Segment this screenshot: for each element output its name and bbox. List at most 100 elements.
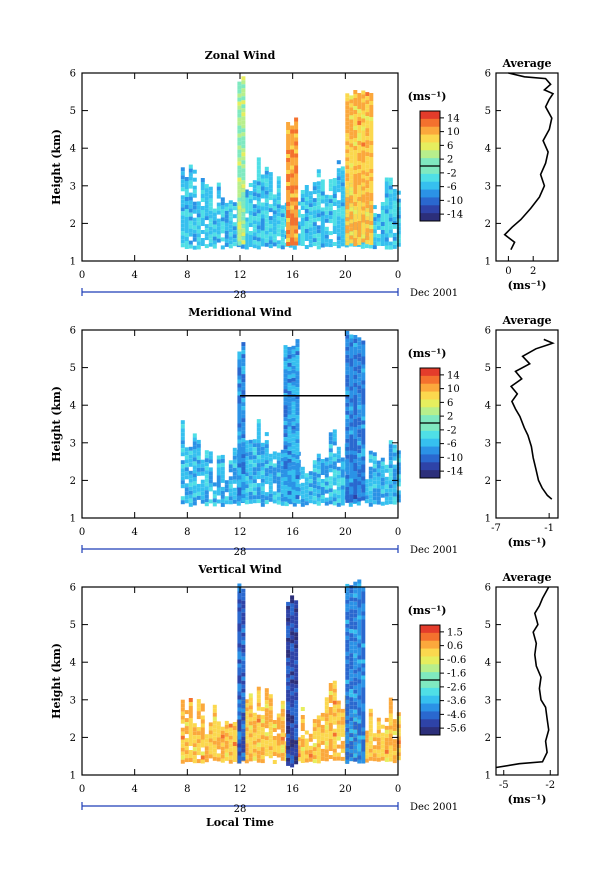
heatmap-cell <box>286 673 291 678</box>
heatmap-cell <box>340 477 345 482</box>
heatmap-cell <box>392 727 397 732</box>
heatmap-cell <box>300 226 305 230</box>
heatmap-cell <box>380 724 385 729</box>
heatmap-cell <box>241 426 246 431</box>
heatmap-cell <box>280 209 285 214</box>
heatmap-cell <box>237 125 242 130</box>
heatmap-cell <box>237 193 242 198</box>
heatmap-cell <box>295 351 300 356</box>
heatmap-cell <box>244 245 249 250</box>
heatmap-cell <box>248 753 253 758</box>
colorbar-segment <box>420 181 440 190</box>
heatmap-cell <box>353 459 358 463</box>
heatmap-cell <box>241 450 246 455</box>
heatmap-cell <box>232 730 237 734</box>
heatmap-cell <box>340 756 345 761</box>
heatmap-cell <box>340 206 345 211</box>
heatmap-cell <box>264 720 269 725</box>
heatmap-cell <box>291 461 296 466</box>
heatmap-cell <box>283 429 288 434</box>
heatmap-cell <box>349 486 354 491</box>
heatmap-cell <box>220 225 225 230</box>
heatmap-cell <box>361 639 366 644</box>
heatmap-cell <box>292 245 297 250</box>
heatmap-cell <box>345 125 350 130</box>
heatmap-cell <box>353 721 358 726</box>
heatmap-cell <box>361 687 366 692</box>
heatmap-cell <box>324 230 329 235</box>
heatmap-cell <box>290 185 295 190</box>
heatmap-cell <box>340 716 345 721</box>
heatmap-cell <box>345 595 350 600</box>
heatmap-cell <box>372 737 377 742</box>
heatmap-cell <box>272 740 277 744</box>
heatmap-cell <box>332 744 337 749</box>
heatmap-cell <box>361 699 366 704</box>
heatmap-cell <box>353 467 358 471</box>
heatmap-cell <box>361 206 366 211</box>
heatmap-cell <box>361 452 366 457</box>
heatmap-cell <box>349 434 354 439</box>
heatmap-cell <box>388 705 393 710</box>
heatmap-cell <box>294 696 299 701</box>
heatmap-cell <box>216 479 221 484</box>
heatmap-cell <box>290 137 295 142</box>
heatmap-cell <box>353 150 358 154</box>
heatmap-cell <box>287 346 292 351</box>
heatmap-cell <box>237 173 242 178</box>
heatmap-cell <box>345 153 350 158</box>
heatmap-cell <box>280 221 285 226</box>
heatmap-cell <box>287 378 292 383</box>
heatmap-cell <box>224 740 229 745</box>
heatmap-cell <box>336 700 341 705</box>
heatmap-cell <box>353 499 358 503</box>
heatmap-cell <box>369 125 374 129</box>
heatmap-cell <box>232 214 237 219</box>
heatmap-cell <box>224 218 229 223</box>
heatmap-cell <box>361 472 366 477</box>
heatmap-cell <box>361 619 366 624</box>
heatmap-cell <box>264 468 269 473</box>
heatmap-cell <box>256 447 261 452</box>
heatmap-cell <box>296 749 301 754</box>
heatmap-cell <box>349 111 354 116</box>
heatmap-cell <box>260 723 265 728</box>
heatmap-cell <box>248 471 253 476</box>
heatmap-cell <box>192 445 197 450</box>
heatmap-cell <box>361 202 366 207</box>
heatmap-cell <box>361 440 366 445</box>
heatmap-cell <box>276 741 281 746</box>
heatmap-cell <box>256 419 261 424</box>
heatmap-cell <box>361 759 366 764</box>
heatmap-cell <box>188 474 193 479</box>
heatmap-cell <box>204 212 209 217</box>
heatmap-cell <box>188 180 193 185</box>
heatmap-cell <box>353 242 358 246</box>
heatmap-cell <box>392 448 397 453</box>
heatmap-cell <box>286 749 291 754</box>
heatmap-cell <box>290 631 295 636</box>
heatmap-cell <box>180 500 185 505</box>
heatmap-cell <box>368 486 373 491</box>
heatmap-cell <box>349 414 354 419</box>
colorbar-segment <box>420 462 440 471</box>
heatmap-cell <box>280 477 285 482</box>
heatmap-cell <box>241 390 246 395</box>
heatmap-cell <box>286 649 291 654</box>
heatmap-cell <box>353 110 358 114</box>
heatmap-cell <box>256 237 261 242</box>
heatmap-cell <box>349 183 354 188</box>
heatmap-cell <box>308 207 313 212</box>
heatmap-cell <box>256 181 261 186</box>
heatmap-cell <box>388 729 393 734</box>
heatmap-cell <box>200 499 205 504</box>
heatmap-cell <box>380 210 385 214</box>
heatmap-cell <box>357 461 362 466</box>
heatmap-cell <box>290 663 295 668</box>
heatmap-cell <box>237 675 242 680</box>
heatmap-cell <box>256 758 261 763</box>
heatmap-cell <box>357 229 362 233</box>
heatmap-cell <box>276 192 281 197</box>
heatmap-cell <box>340 230 345 235</box>
